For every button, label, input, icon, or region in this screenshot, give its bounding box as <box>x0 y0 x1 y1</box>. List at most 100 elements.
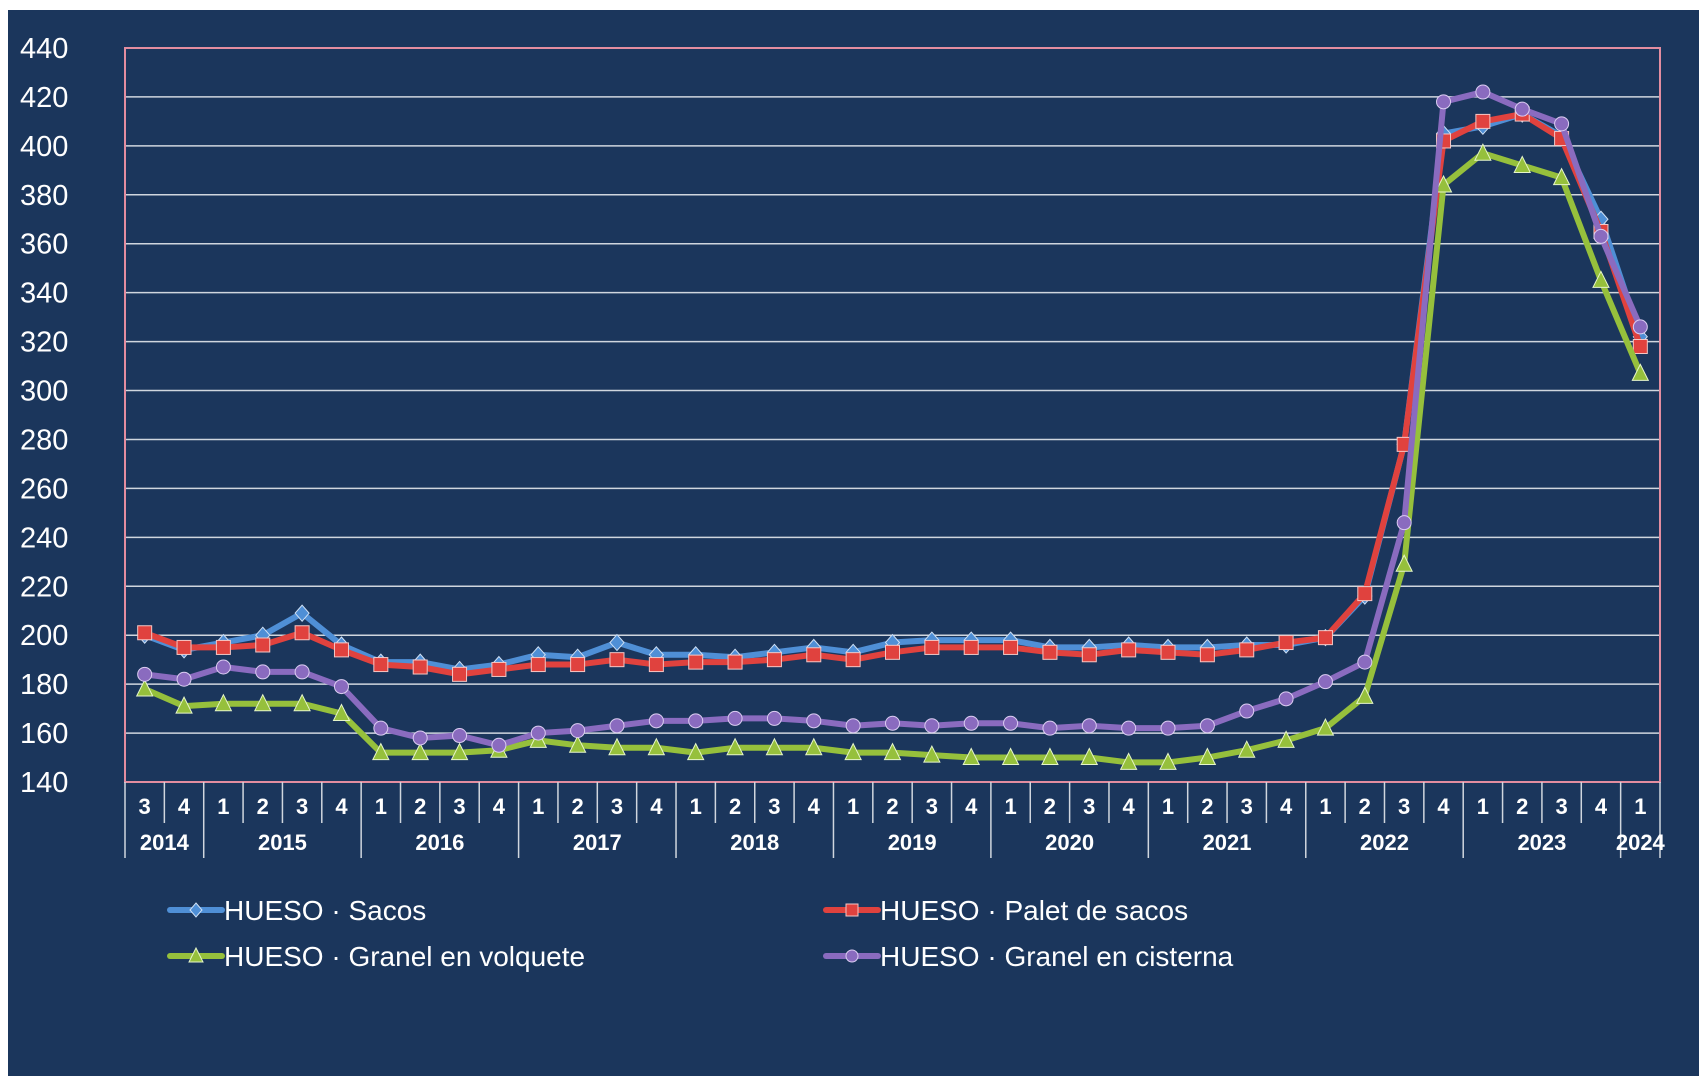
data-point <box>176 671 192 687</box>
data-point <box>491 661 507 677</box>
x-tick-label-year: 2015 <box>258 830 307 855</box>
data-point <box>176 639 192 655</box>
data-point <box>1042 720 1058 736</box>
data-point <box>1159 752 1177 770</box>
x-tick-label-quarter: 3 <box>611 794 623 819</box>
data-point <box>373 720 389 736</box>
x-tick-label-quarter: 1 <box>1477 794 1489 819</box>
data-point <box>530 657 546 673</box>
x-tick-label-quarter: 2 <box>1516 794 1528 819</box>
y-tick-label-140: 140 <box>20 767 68 799</box>
data-point <box>688 654 704 670</box>
y-tick-label-180: 180 <box>20 669 68 701</box>
data-point <box>963 639 979 655</box>
data-point <box>1396 515 1412 531</box>
x-tick-label-year: 2024 <box>1616 830 1666 855</box>
data-point <box>1631 363 1650 381</box>
x-tick-label-quarter: 3 <box>1241 794 1253 819</box>
data-point <box>765 737 784 756</box>
data-point <box>412 730 428 746</box>
x-tick-label-quarter: 4 <box>808 794 821 819</box>
data-point <box>294 664 310 680</box>
data-point <box>1474 143 1492 161</box>
data-point <box>1278 691 1294 707</box>
data-point <box>727 654 743 670</box>
data-point <box>1317 674 1333 690</box>
x-tick-label-quarter: 1 <box>375 794 387 819</box>
x-tick-label-quarter: 1 <box>1004 794 1016 819</box>
grid-lines <box>124 47 1661 783</box>
data-point <box>844 742 862 761</box>
data-point <box>806 713 822 729</box>
data-point <box>1042 644 1058 660</box>
series-1 <box>137 106 1648 682</box>
series-2 <box>135 143 1650 770</box>
x-tick-label-quarter: 1 <box>532 794 544 819</box>
legend: HUESO · Sacos HUESO · Palet de sacos HUESO… <box>167 895 1234 972</box>
legend-marker <box>845 949 859 963</box>
data-point <box>647 737 666 756</box>
data-point <box>333 642 349 658</box>
data-point <box>924 639 940 655</box>
data-point <box>609 652 625 668</box>
data-point <box>1434 174 1453 193</box>
chart-panel <box>8 10 1699 1076</box>
x-tick-label-quarter: 2 <box>729 794 741 819</box>
data-point <box>885 715 900 731</box>
legend-entry-1: HUESO · Palet de sacos <box>823 895 1188 926</box>
data-point <box>1239 642 1255 658</box>
data-point <box>883 742 902 761</box>
data-point <box>1003 715 1019 731</box>
data-point <box>1395 554 1413 572</box>
data-point <box>608 737 626 756</box>
data-point <box>924 718 940 734</box>
data-point <box>1316 718 1335 736</box>
legend-label: HUESO · Palet de sacos <box>880 895 1188 926</box>
series-line-2 <box>141 150 1644 766</box>
data-point <box>412 659 428 675</box>
data-point <box>1514 101 1530 117</box>
y-tick-label-300: 300 <box>20 376 68 408</box>
x-tick-label-quarter: 2 <box>1359 794 1371 819</box>
data-point <box>1237 740 1256 758</box>
x-tick-label-year: 2019 <box>888 830 937 855</box>
data-point <box>766 710 782 726</box>
x-tick-label-quarter: 1 <box>217 794 229 819</box>
x-tick-label-quarter: 2 <box>1201 794 1213 819</box>
data-point <box>648 657 664 673</box>
x-tick-label-quarter: 1 <box>1319 794 1331 819</box>
x-tick-label-quarter: 4 <box>1595 794 1608 819</box>
data-point <box>1199 718 1215 734</box>
legend-label: HUESO · Granel en cisterna <box>880 941 1234 972</box>
data-point <box>1355 686 1374 704</box>
data-point <box>1632 338 1648 354</box>
x-tick-label-year: 2017 <box>573 830 622 855</box>
data-point <box>1436 94 1452 110</box>
data-point <box>1198 747 1217 766</box>
x-tick-label-quarter: 1 <box>1162 794 1174 819</box>
x-tick-label-year: 2018 <box>730 830 779 855</box>
x-tick-label-quarter: 3 <box>1083 794 1095 819</box>
data-point <box>215 639 231 655</box>
legend-entry-0: HUESO · Sacos <box>167 895 426 926</box>
y-tick-label-200: 200 <box>20 620 68 652</box>
data-point <box>845 718 861 734</box>
data-point <box>1119 752 1138 770</box>
data-point <box>1278 635 1294 651</box>
data-point <box>452 728 468 744</box>
data-point <box>648 713 664 729</box>
data-point <box>568 735 587 753</box>
x-tick-label-quarter: 3 <box>139 794 151 819</box>
x-tick-label-quarter: 3 <box>1398 794 1410 819</box>
y-tick-label-400: 400 <box>20 131 68 163</box>
data-point <box>1081 718 1097 734</box>
x-tick-label-quarter: 3 <box>926 794 938 819</box>
data-point <box>294 604 310 622</box>
x-tick-label-quarter: 4 <box>1280 794 1293 819</box>
data-point <box>1041 747 1059 766</box>
legend-label: HUESO · Granel en volquete <box>224 941 585 972</box>
y-tick-label-160: 160 <box>20 718 68 750</box>
x-axis: 3 4 1 2 3 4 1 2 3 4 1 2 3 4 1 2 3 4 1 2 3 4 1 2 3 4 1 2 3 4 1 2 3 4 1 2 3 4 1 2… <box>124 782 1666 858</box>
data-point <box>253 693 272 712</box>
data-point <box>1357 654 1373 670</box>
